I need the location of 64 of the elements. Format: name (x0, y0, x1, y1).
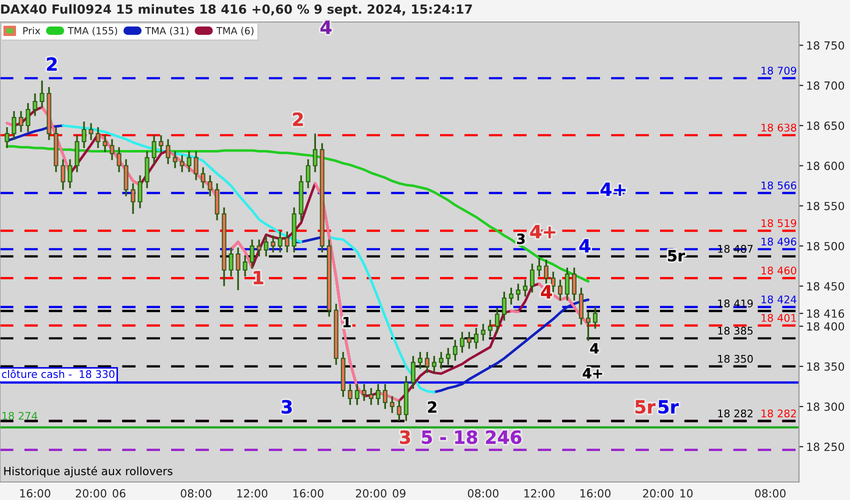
y-tick-label: 18 400 (807, 322, 844, 331)
annotation: 4+ (530, 224, 556, 238)
annotation: 4+ (582, 368, 602, 378)
x-tick-label: 20:00 (76, 489, 106, 498)
annotation: Historique ajusté aux rollovers (4, 466, 172, 478)
ref-line-label: 18 460 (762, 266, 796, 274)
y-tick-label: 18 750 (807, 41, 844, 50)
legend-label: Prix (23, 26, 40, 34)
x-tick-label: 20:00 (356, 489, 386, 498)
x-tick-label: 12:00 (524, 489, 554, 498)
y-tick-label: 18 350 (807, 362, 844, 371)
ref-line-label: 18 638 (762, 124, 796, 132)
ref-line-label: 18 709 (762, 66, 796, 75)
legend-label: TMA (6) (216, 26, 254, 36)
legend-label: TMA (31) (145, 26, 188, 36)
ref-line-label: 18 566 (762, 181, 796, 190)
x-tick-label: 08:00 (468, 489, 498, 498)
ref-line-label: 18 519 (762, 219, 796, 228)
x-tick-label: 20:00 (643, 489, 674, 498)
x-tick-label: 16:00 (293, 489, 324, 498)
ref-line-label: 18 424 (762, 295, 796, 304)
annotation: 5r (658, 400, 679, 414)
y-tick-label: 18 416 (807, 309, 844, 318)
legend-label: TMA (155) (68, 26, 118, 36)
ref-line-label: 18 282 (718, 409, 752, 418)
annotation: 3 (517, 234, 525, 244)
annotation: 5r (668, 250, 685, 262)
y-tick-label: 18 550 (807, 202, 844, 210)
ref-line-label: 18 350 (718, 354, 753, 363)
ref-line-label: 18 274 (2, 412, 38, 420)
x-tick-label: 16:00 (580, 489, 610, 498)
ref-line-label: clôture cash - 18 330 (2, 370, 114, 378)
ref-line-label: 18 419 (718, 300, 753, 308)
annotation: 4+ (600, 182, 626, 196)
annotation: 1 (254, 270, 264, 284)
annotation: 2 (293, 112, 303, 126)
annotation: 5r (635, 400, 656, 414)
y-tick-label: 18 600 (807, 162, 844, 170)
y-tick-label: 18 650 (807, 122, 844, 130)
y-tick-label: 18 250 (807, 442, 844, 452)
annotation: 3 (400, 430, 410, 444)
annotation: 2 (47, 57, 57, 71)
annotation: 3 (282, 400, 292, 414)
x-tick-label: 12:00 (237, 489, 268, 498)
x-tick-label: 08:00 (755, 489, 786, 498)
x-tick-label: 10 (680, 489, 693, 498)
annotation: 2 (428, 401, 436, 413)
annotation: 4 (590, 343, 599, 354)
chart-title: DAX40 Full0924 15 minutes 18 416 +0,60 % 9 sept. 2024, 15:24:17 (1, 4, 472, 16)
y-tick-label: 18 300 (807, 402, 844, 411)
y-tick-label: 18 450 (807, 282, 844, 290)
ref-line-label: 18 385 (718, 326, 753, 335)
y-tick-label: 18 700 (807, 81, 844, 90)
annotation: 4 (541, 285, 552, 298)
x-tick-label: 09 (392, 489, 406, 498)
ref-line-label: 18 282 (762, 409, 796, 418)
annotation: 4 (320, 20, 332, 34)
x-tick-label: 16:00 (20, 489, 50, 498)
ref-line-label: 18 496 (762, 238, 796, 246)
y-tick-label: 18 500 (807, 242, 844, 250)
annotation: 5 - 18 246 (422, 430, 522, 444)
x-tick-label: 08:00 (180, 489, 212, 498)
x-tick-label: 06 (112, 489, 126, 498)
ref-line-label: 18 401 (762, 314, 796, 322)
